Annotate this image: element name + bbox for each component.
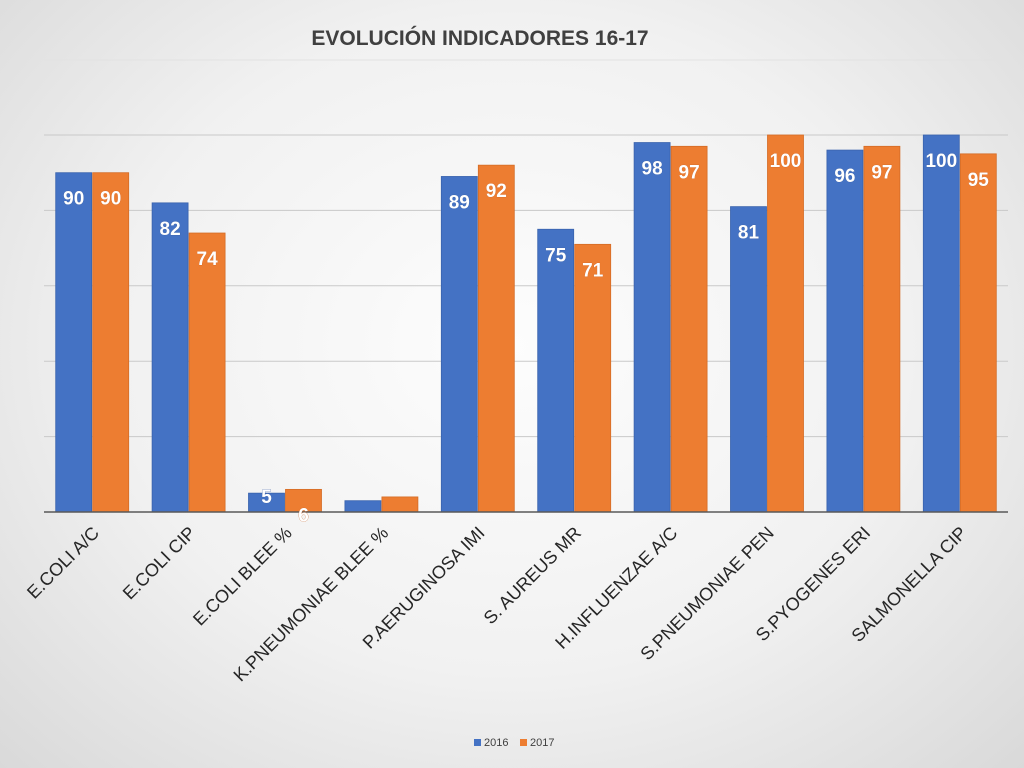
chart-title: EVOLUCIÓN INDICADORES 16-17 bbox=[311, 26, 648, 50]
x-tick-label: E.COLI CIP bbox=[119, 523, 200, 604]
data-labels: 90 90 82 74 5 6 89 92 75 71 98 97 81 100 96 97 100 95 bbox=[63, 151, 990, 527]
data-label-2016: 82 bbox=[160, 219, 181, 240]
data-label-2017: 90 bbox=[100, 189, 121, 210]
bar-2017 bbox=[381, 496, 419, 513]
gridlines bbox=[44, 59, 1008, 438]
data-label-2017: 6 bbox=[298, 505, 309, 526]
x-tick-label: S. AUREUS MR bbox=[480, 523, 585, 628]
bar-2017 bbox=[574, 243, 612, 513]
bar-2017 bbox=[477, 164, 515, 513]
bar-2016 bbox=[344, 500, 382, 513]
legend-swatch-2017 bbox=[520, 739, 527, 746]
x-tick-label: E.COLI BLEE % bbox=[189, 523, 296, 630]
bar-2017 bbox=[92, 172, 130, 513]
x-tick-label: K.PNEUMONIAE BLEE % bbox=[230, 523, 393, 686]
bar-2017 bbox=[863, 145, 901, 513]
legend: 2016 2017 bbox=[474, 737, 554, 749]
data-label-2017: 97 bbox=[679, 162, 700, 183]
data-label-2016: 98 bbox=[642, 159, 663, 180]
legend-label-2016: 2016 bbox=[484, 737, 508, 749]
data-label-2016: 96 bbox=[834, 166, 855, 187]
legend-swatch-2016 bbox=[474, 739, 481, 746]
data-label-2016: 81 bbox=[738, 223, 760, 244]
bar-2016 bbox=[826, 149, 864, 513]
bar-2016 bbox=[440, 176, 478, 513]
bar-2016 bbox=[730, 206, 767, 513]
data-label-2016: 75 bbox=[545, 245, 567, 266]
bar-2017 bbox=[959, 153, 997, 513]
bar-2016 bbox=[633, 142, 671, 513]
data-label-2016: 5 bbox=[261, 487, 272, 508]
data-label-2016: 100 bbox=[925, 151, 957, 172]
bars bbox=[44, 134, 1008, 513]
data-label-2016: 90 bbox=[63, 189, 84, 210]
legend-label-2017: 2017 bbox=[530, 737, 554, 749]
bar-2017 bbox=[767, 134, 804, 513]
data-label-2017: 74 bbox=[197, 249, 219, 270]
bar-2016 bbox=[922, 134, 960, 513]
data-label-2017: 95 bbox=[968, 170, 990, 191]
data-label-2017: 100 bbox=[770, 151, 802, 172]
data-label-2017: 92 bbox=[486, 181, 507, 202]
bar-2016 bbox=[151, 202, 189, 513]
bar-2017 bbox=[188, 232, 226, 513]
bar-2017 bbox=[670, 145, 708, 513]
data-label-2017: 97 bbox=[871, 162, 892, 183]
data-label-2016: 89 bbox=[449, 192, 470, 213]
x-tick-label: E.COLI A/C bbox=[23, 523, 103, 603]
bar-2016 bbox=[537, 228, 575, 513]
data-label-2017: 71 bbox=[582, 260, 604, 281]
bar-2016 bbox=[55, 172, 93, 513]
